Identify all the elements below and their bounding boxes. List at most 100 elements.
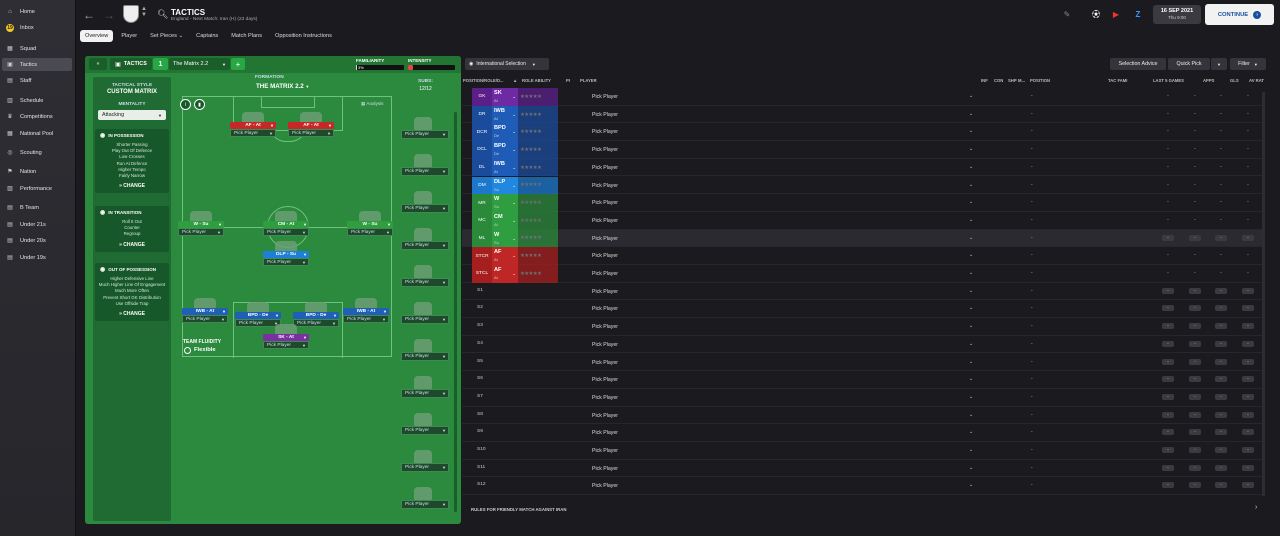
role-dropdown[interactable]: AF At ⌄: [492, 247, 518, 265]
familiarity-bar[interactable]: 3%: [356, 65, 404, 70]
ball-icon[interactable]: ⚽︎: [1092, 9, 1100, 19]
player-role[interactable]: BPD - De ▼: [235, 312, 281, 319]
pick-player-dropdown[interactable]: Pick Player ▼: [401, 278, 449, 287]
sub-slot[interactable]: Pick Player ▼: [401, 450, 449, 474]
pitch-player-slot[interactable]: W - Su ▼ Pick Player ▼: [347, 211, 393, 237]
pick-player-dropdown[interactable]: Pick Player ▼: [235, 319, 281, 327]
pitch-player-slot[interactable]: AF - At ▼ Pick Player ▼: [230, 112, 276, 138]
table-row[interactable]: GK SK At ⌄ ★★★★★ Pick Player ⌄ - - - - -: [462, 88, 1262, 106]
chevron-down-icon[interactable]: ⌄: [969, 464, 974, 471]
tactic-slot-number[interactable]: 1: [153, 58, 168, 70]
player-pick[interactable]: Pick Player: [592, 306, 618, 313]
table-row[interactable]: S2 Pick Player ⌄ - - - - -: [462, 300, 1262, 319]
chevron-down-icon[interactable]: ⌄: [969, 411, 974, 418]
sidebar-item-home[interactable]: ⌂ Home: [2, 5, 72, 18]
table-row[interactable]: S3 Pick Player ⌄ - - - - -: [462, 318, 1262, 336]
role-dropdown[interactable]: CM At ⌄: [492, 211, 518, 230]
column-header-shp[interactable]: SHP: [1008, 78, 1017, 83]
youtube-icon[interactable]: ▶: [1112, 9, 1120, 19]
table-row[interactable]: MC CM At ⌄ ★★★★★ Pick Player ⌄ - - - - -: [462, 211, 1262, 230]
chevron-down-icon[interactable]: ⌄: [969, 358, 974, 365]
table-row[interactable]: S7 Pick Player ⌄ - - - - -: [462, 389, 1262, 407]
player-pick[interactable]: Pick Player: [592, 271, 618, 277]
role-dropdown[interactable]: W Su ⌄: [492, 194, 518, 212]
chevron-down-icon[interactable]: ⌄: [969, 376, 974, 383]
chevron-down-icon[interactable]: ⌄: [969, 216, 974, 223]
pick-player-dropdown[interactable]: Pick Player ▼: [263, 258, 309, 266]
sub-slot[interactable]: Pick Player ▼: [401, 302, 449, 326]
sub-slot[interactable]: Pick Player ▼: [401, 339, 449, 363]
pitch-player-slot[interactable]: BPD - De ▼ Pick Player ▼: [293, 302, 339, 328]
player-pick[interactable]: Pick Player: [592, 483, 618, 490]
analysis-toggle[interactable]: ▦ Analysis: [361, 101, 384, 106]
column-header-con[interactable]: CON: [994, 78, 1004, 83]
add-tactic-button[interactable]: +: [231, 58, 245, 70]
table-row[interactable]: DCL BPD De ⌄ ★★★★★ Pick Player ⌄ - - - - -: [462, 141, 1262, 159]
continue-button[interactable]: CONTINUE ›: [1205, 4, 1274, 25]
chevron-down-icon[interactable]: ⌄: [969, 252, 974, 259]
player-pick[interactable]: Pick Player: [592, 359, 618, 366]
quick-pick-dropdown[interactable]: ▼: [1211, 58, 1227, 70]
sub-slot[interactable]: Pick Player ▼: [401, 117, 449, 141]
sidebar-item-squad[interactable]: ▦ Squad: [2, 42, 72, 55]
info-icon[interactable]: i: [180, 99, 191, 110]
tactical-style-value[interactable]: CUSTOM MATRIX: [106, 89, 158, 95]
role-dropdown[interactable]: SK At ⌄: [492, 88, 518, 106]
player-role[interactable]: DLP - Su ▼: [263, 251, 309, 258]
sub-slot[interactable]: Pick Player ▼: [401, 487, 449, 511]
sidebar-item-inbox[interactable]: 19 Inbox: [2, 21, 72, 34]
pitch-player-slot[interactable]: CM - At ▼ Pick Player ▼: [263, 211, 309, 237]
tactic-select[interactable]: The Matrix 2.2 ▼: [169, 58, 230, 70]
bar-chart-icon[interactable]: ▮: [194, 99, 205, 110]
role-dropdown[interactable]: AF At ⌄: [492, 265, 518, 283]
player-pick[interactable]: Pick Player: [592, 341, 618, 348]
column-header-last-5-games[interactable]: LAST 5 GAMES: [1153, 78, 1184, 83]
column-header-position-role-d[interactable]: POSITION/ROLE/D...: [463, 78, 504, 83]
pitch-player-slot[interactable]: W - Su ▼ Pick Player ▼: [178, 211, 224, 237]
chevron-down-icon[interactable]: ⌄: [969, 482, 974, 489]
subs-scrollbar[interactable]: [454, 112, 457, 512]
table-row[interactable]: DL IWB At ⌄ ★★★★★ Pick Player ⌄ - - - - -: [462, 158, 1262, 177]
table-row[interactable]: S4 Pick Player ⌄ - - - - -: [462, 336, 1262, 354]
table-row[interactable]: S1 Pick Player ⌄ - - - - -: [462, 283, 1262, 301]
player-pick[interactable]: Pick Player: [592, 324, 618, 331]
table-row[interactable]: DM DLP Su ⌄ ★★★★★ Pick Player ⌄ - - - - -: [462, 176, 1262, 195]
player-pick[interactable]: Pick Player: [592, 465, 618, 472]
table-row[interactable]: DCR BPD De ⌄ ★★★★★ Pick Player ⌄ - - - - -: [462, 123, 1262, 142]
column-header-apps[interactable]: APPS: [1203, 78, 1215, 83]
pick-player-dropdown[interactable]: Pick Player ▼: [263, 341, 309, 349]
sidebar-item-under-21s[interactable]: ▤ Under 21s: [2, 218, 72, 231]
player-role[interactable]: IWB - At ▼: [343, 308, 389, 315]
pick-player-dropdown[interactable]: Pick Player ▼: [401, 352, 449, 361]
player-role[interactable]: AF - At ▼: [288, 122, 334, 129]
pick-player-dropdown[interactable]: Pick Player ▼: [230, 129, 276, 137]
sub-slot[interactable]: Pick Player ▼: [401, 191, 449, 215]
change-out-of-possession-button[interactable]: » CHANGE: [119, 311, 145, 318]
column-header-player[interactable]: PLAYER: [580, 78, 597, 83]
pick-player-dropdown[interactable]: Pick Player ▼: [182, 315, 228, 323]
table-row[interactable]: S9 Pick Player ⌄ - - - - -: [462, 424, 1262, 442]
table-row[interactable]: S10 Pick Player ⌄ - - - - -: [462, 442, 1262, 460]
player-pick[interactable]: Pick Player: [592, 377, 618, 384]
formation-name[interactable]: THE MATRIX 2.2 ▼: [256, 83, 309, 90]
sidebar-item-under-19s[interactable]: ▤ Under 19s: [2, 251, 72, 264]
table-row[interactable]: S5 Pick Player ⌄ - - - - -: [462, 354, 1262, 372]
chevron-down-icon[interactable]: ⌄: [969, 181, 974, 188]
in-possession-box[interactable]: ◉ IN POSSESSION Shorter Passing Play Out O…: [95, 129, 169, 194]
chevron-down-icon[interactable]: ⌄: [969, 393, 974, 400]
forward-arrow-icon[interactable]: →: [103, 8, 115, 22]
table-row[interactable]: MR W Su ⌄ ★★★★★ Pick Player ⌄ - - - - -: [462, 194, 1262, 212]
player-pick[interactable]: Pick Player: [592, 288, 618, 295]
mentality-dropdown[interactable]: Attacking ▼: [98, 110, 166, 120]
chevron-down-icon[interactable]: ⌄: [969, 110, 974, 117]
pick-player-dropdown[interactable]: Pick Player ▼: [401, 315, 449, 324]
pitch-player-slot[interactable]: SK - At ▼ Pick Player ▼: [263, 324, 309, 350]
player-pick[interactable]: Pick Player: [592, 235, 618, 242]
chevron-down-icon[interactable]: ⌄: [969, 305, 974, 312]
pick-player-dropdown[interactable]: Pick Player ▼: [293, 319, 339, 327]
search-icon[interactable]: 🔍︎: [157, 9, 169, 19]
table-scrollbar[interactable]: [1262, 92, 1265, 496]
sidebar-item-scouting[interactable]: ◎ Scouting: [2, 146, 72, 159]
tab-opposition-instructions[interactable]: Opposition Instructions: [275, 33, 332, 39]
selection-advice-button[interactable]: Selection Advice: [1110, 58, 1166, 70]
